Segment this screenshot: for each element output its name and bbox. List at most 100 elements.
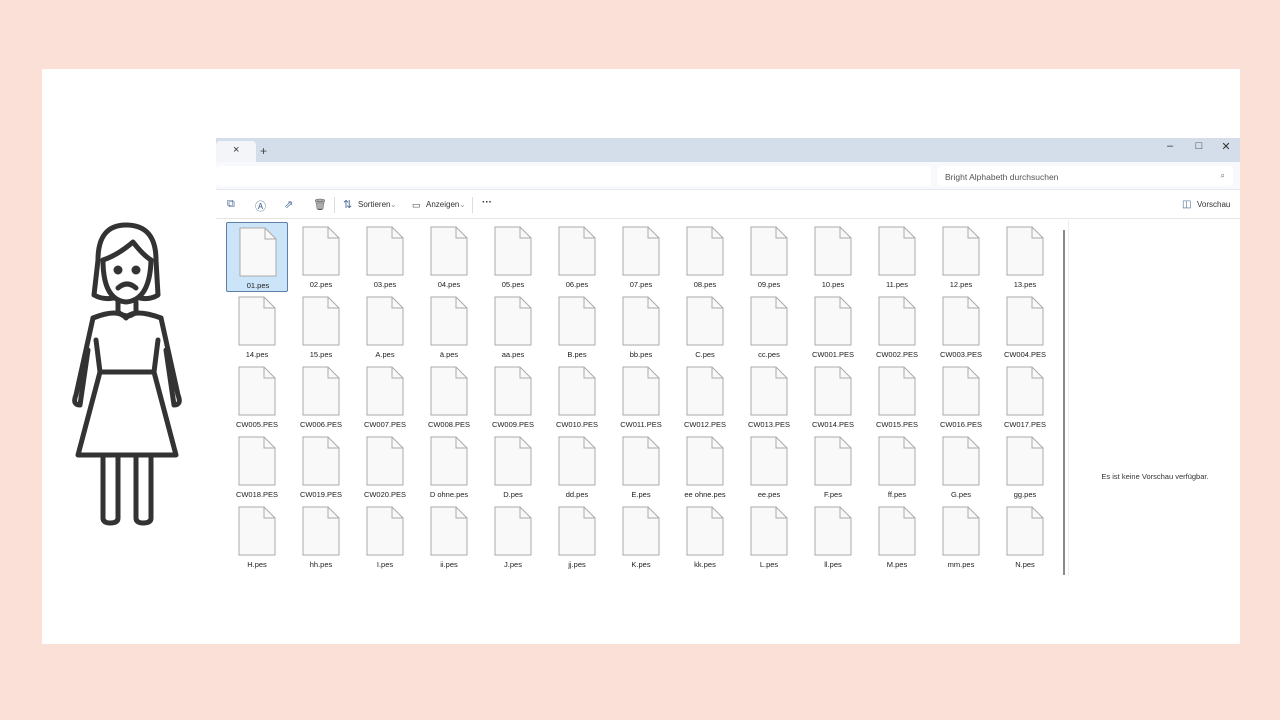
- file-item[interactable]: 09.pes: [738, 222, 800, 292]
- copy-icon[interactable]: ⧉: [227, 198, 235, 210]
- file-name: 11.pes: [886, 280, 908, 289]
- file-item[interactable]: CW018.PES: [226, 432, 288, 502]
- file-item[interactable]: D ohne.pes: [418, 432, 480, 502]
- file-item[interactable]: CW009.PES: [482, 362, 544, 432]
- file-item[interactable]: H.pes: [226, 502, 288, 572]
- file-item[interactable]: 08.pes: [674, 222, 736, 292]
- file-item[interactable]: CW002.PES: [866, 292, 928, 362]
- file-item[interactable]: J.pes: [482, 502, 544, 572]
- file-item[interactable]: ä.pes: [418, 292, 480, 362]
- file-item[interactable]: cc.pes: [738, 292, 800, 362]
- file-name: ee ohne.pes: [684, 490, 726, 499]
- preview-pane-icon: ◫: [1182, 199, 1192, 210]
- file-item[interactable]: I.pes: [354, 502, 416, 572]
- file-item[interactable]: 10.pes: [802, 222, 864, 292]
- more-options-button[interactable]: ···: [482, 197, 492, 208]
- file-item[interactable]: ll.pes: [802, 502, 864, 572]
- file-item[interactable]: CW008.PES: [418, 362, 480, 432]
- tab-close-button[interactable]: ×: [233, 144, 240, 156]
- file-item[interactable]: CW004.PES: [994, 292, 1056, 362]
- preview-button[interactable]: Vorschau: [1197, 200, 1231, 209]
- new-tab-button[interactable]: +: [260, 144, 268, 158]
- file-item[interactable]: CW017.PES: [994, 362, 1056, 432]
- search-input[interactable]: Bright Alphabeth durchsuchen ⌕: [937, 166, 1233, 186]
- file-item[interactable]: G.pes: [930, 432, 992, 502]
- share-icon[interactable]: ⇗: [284, 199, 294, 211]
- file-item[interactable]: C.pes: [674, 292, 736, 362]
- file-item[interactable]: CW005.PES: [226, 362, 288, 432]
- address-bar[interactable]: [216, 166, 931, 186]
- file-name: CW010.PES: [555, 420, 599, 429]
- file-name: 03.pes: [373, 280, 397, 289]
- file-icon: [942, 296, 980, 346]
- file-item[interactable]: CW016.PES: [930, 362, 992, 432]
- file-name: mm.pes: [947, 560, 975, 569]
- file-item[interactable]: F.pes: [802, 432, 864, 502]
- scrollbar[interactable]: [1063, 230, 1065, 575]
- file-item[interactable]: bb.pes: [610, 292, 672, 362]
- tab[interactable]: ×: [216, 141, 256, 162]
- file-name: ll.pes: [824, 560, 842, 569]
- close-button[interactable]: ✕: [1221, 141, 1231, 153]
- file-item[interactable]: aa.pes: [482, 292, 544, 362]
- file-item[interactable]: 14.pes: [226, 292, 288, 362]
- file-name: CW011.PES: [620, 420, 662, 429]
- file-icon: [302, 226, 340, 276]
- file-item[interactable]: 02.pes: [290, 222, 352, 292]
- file-item[interactable]: 04.pes: [418, 222, 480, 292]
- file-item[interactable]: CW007.PES: [354, 362, 416, 432]
- rename-icon[interactable]: Ⓐ: [255, 201, 266, 213]
- file-name: CW001.PES: [811, 350, 855, 359]
- file-item[interactable]: 11.pes: [866, 222, 928, 292]
- file-item[interactable]: K.pes: [610, 502, 672, 572]
- file-item[interactable]: M.pes: [866, 502, 928, 572]
- file-icon: [814, 296, 852, 346]
- file-item[interactable]: ee.pes: [738, 432, 800, 502]
- file-item[interactable]: CW003.PES: [930, 292, 992, 362]
- file-item[interactable]: 01.pes: [226, 222, 288, 292]
- file-item[interactable]: L.pes: [738, 502, 800, 572]
- file-item[interactable]: N.pes: [994, 502, 1056, 572]
- file-item[interactable]: jj.pes: [546, 502, 608, 572]
- file-item[interactable]: CW019.PES: [290, 432, 352, 502]
- file-item[interactable]: CW013.PES: [738, 362, 800, 432]
- file-name: CW017.PES: [1003, 420, 1047, 429]
- file-item[interactable]: gg.pes: [994, 432, 1056, 502]
- file-item[interactable]: 07.pes: [610, 222, 672, 292]
- file-item[interactable]: ee ohne.pes: [674, 432, 736, 502]
- file-item[interactable]: 06.pes: [546, 222, 608, 292]
- file-item[interactable]: 03.pes: [354, 222, 416, 292]
- file-item[interactable]: 05.pes: [482, 222, 544, 292]
- file-item[interactable]: kk.pes: [674, 502, 736, 572]
- sort-button[interactable]: Sortieren: [358, 200, 391, 209]
- file-item[interactable]: CW010.PES: [546, 362, 608, 432]
- file-name: 04.pes: [437, 280, 461, 289]
- file-icon: [622, 296, 660, 346]
- file-item[interactable]: CW011.PES: [610, 362, 672, 432]
- delete-icon[interactable]: 🗑: [313, 199, 327, 211]
- file-item[interactable]: ff.pes: [866, 432, 928, 502]
- view-button[interactable]: Anzeigen: [426, 200, 460, 209]
- file-item[interactable]: ii.pes: [418, 502, 480, 572]
- file-item[interactable]: 12.pes: [930, 222, 992, 292]
- file-item[interactable]: 13.pes: [994, 222, 1056, 292]
- file-item[interactable]: CW015.PES: [866, 362, 928, 432]
- file-item[interactable]: E.pes: [610, 432, 672, 502]
- file-item[interactable]: 15.pes: [290, 292, 352, 362]
- file-item[interactable]: D.pes: [482, 432, 544, 502]
- minimize-button[interactable]: –: [1166, 140, 1174, 152]
- file-item[interactable]: CW012.PES: [674, 362, 736, 432]
- file-item[interactable]: mm.pes: [930, 502, 992, 572]
- file-icon: [302, 296, 340, 346]
- maximize-button[interactable]: □: [1195, 140, 1203, 152]
- file-item[interactable]: CW006.PES: [290, 362, 352, 432]
- file-item[interactable]: CW020.PES: [354, 432, 416, 502]
- file-item[interactable]: A.pes: [354, 292, 416, 362]
- file-item[interactable]: CW014.PES: [802, 362, 864, 432]
- file-icon: [686, 226, 724, 276]
- divider: [334, 197, 335, 213]
- file-item[interactable]: B.pes: [546, 292, 608, 362]
- file-item[interactable]: CW001.PES: [802, 292, 864, 362]
- file-item[interactable]: hh.pes: [290, 502, 352, 572]
- file-item[interactable]: dd.pes: [546, 432, 608, 502]
